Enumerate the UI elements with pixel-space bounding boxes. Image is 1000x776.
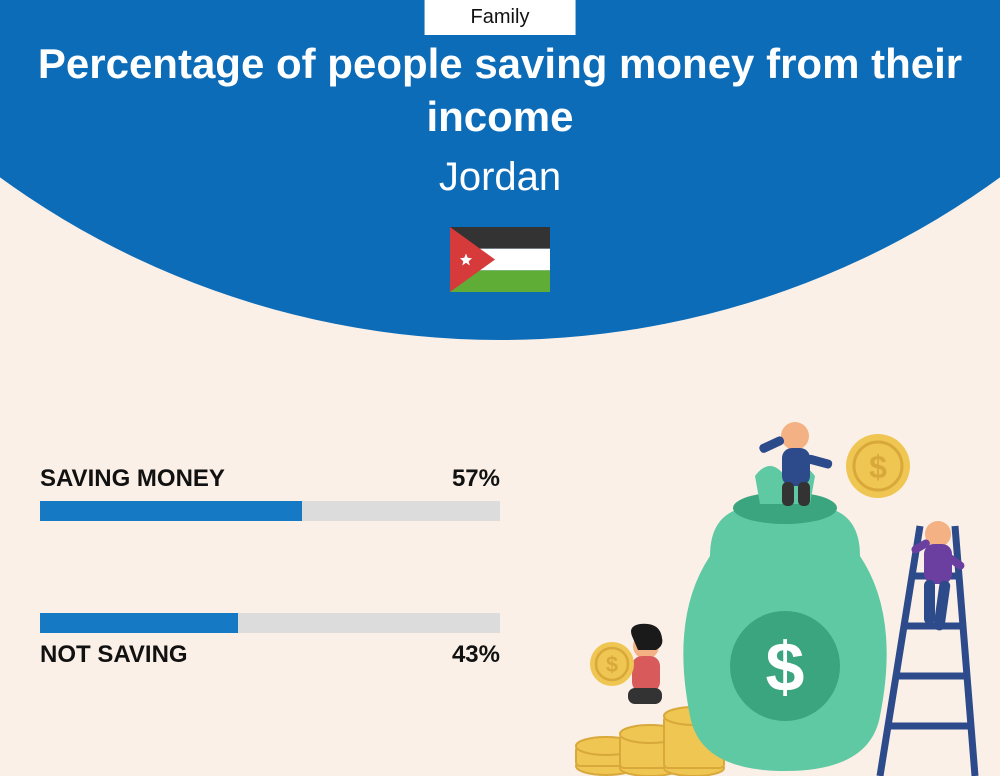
leg-right — [798, 482, 810, 506]
leg-left — [782, 482, 794, 506]
legs — [628, 688, 662, 704]
torso — [924, 544, 952, 584]
savings-illustration: $ $ $ — [560, 416, 990, 776]
category-label: Family — [471, 6, 530, 28]
subtitle-country: Jordan — [0, 155, 1000, 200]
category-tab: Family — [425, 0, 576, 35]
torso — [782, 448, 810, 486]
bar-saving-labels: SAVING MONEY 57% — [40, 465, 500, 493]
bar-not-saving-labels: NOT SAVING 43% — [40, 641, 500, 669]
arm-left — [758, 435, 785, 454]
bar-value: 43% — [452, 641, 500, 669]
dollar-sign: $ — [766, 628, 805, 706]
torso — [632, 656, 660, 692]
bar-fill-saving — [40, 501, 302, 521]
leg-left — [924, 580, 935, 624]
head — [781, 422, 809, 450]
bar-label: SAVING MONEY — [40, 465, 225, 493]
coin-held: $ — [590, 642, 634, 686]
main-title: Percentage of people saving money from t… — [0, 38, 1000, 143]
svg-text:$: $ — [606, 652, 618, 677]
bar-label: NOT SAVING — [40, 641, 188, 669]
bar-value: 57% — [452, 465, 500, 493]
bar-fill-not-saving — [40, 613, 238, 633]
bar-saving: SAVING MONEY 57% — [40, 465, 500, 521]
money-bag: $ — [683, 466, 886, 771]
svg-text:$: $ — [869, 449, 887, 485]
coin-big-right: $ — [846, 434, 910, 498]
bar-track — [40, 613, 500, 633]
bar-not-saving: NOT SAVING 43% — [40, 613, 500, 669]
bar-track — [40, 501, 500, 521]
country-flag — [450, 227, 550, 292]
bars-container: SAVING MONEY 57% NOT SAVING 43% — [40, 465, 500, 669]
